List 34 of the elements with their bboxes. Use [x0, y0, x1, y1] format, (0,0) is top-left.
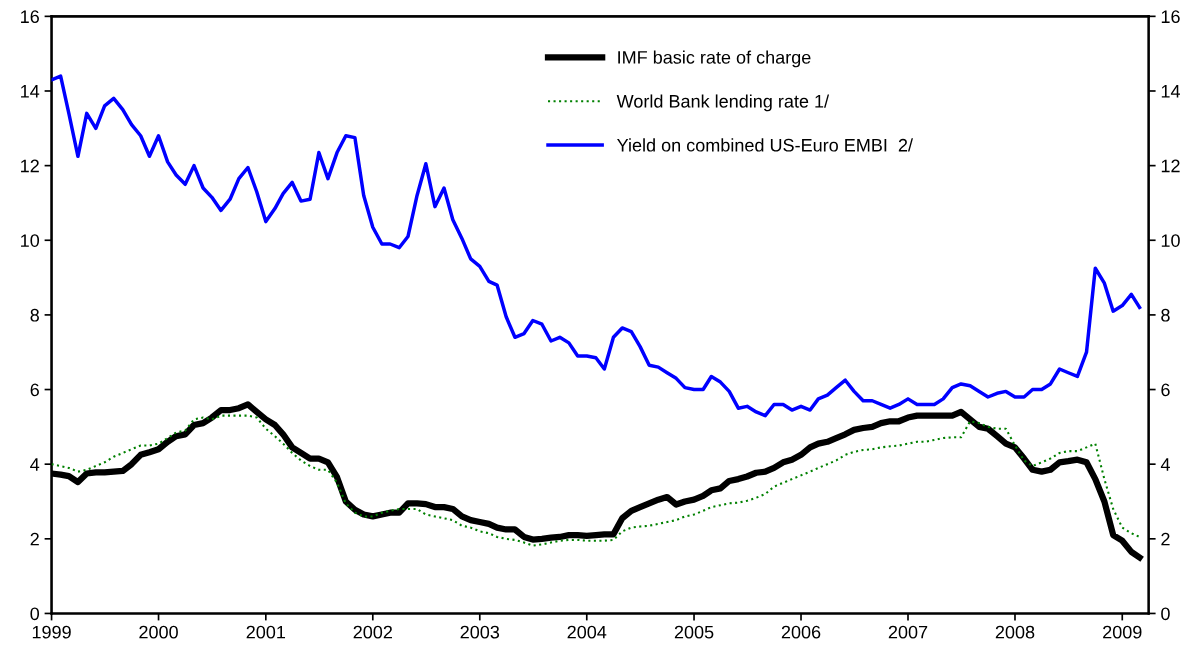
y-tick-label: 14	[21, 85, 40, 98]
y2-tick-label: 2	[1161, 532, 1170, 546]
y2-tick-label: 6	[1161, 383, 1170, 397]
legend-label: IMF basic rate of charge	[618, 50, 811, 68]
y2-tick-label: 0	[1161, 607, 1170, 621]
y2-tick-label: 16	[1161, 10, 1180, 24]
x-tick-label: 2006	[781, 625, 821, 639]
x-tick-label: 2000	[139, 625, 178, 639]
legend-label: Yield on combined US-Euro EMBI 2/	[617, 138, 913, 152]
y2-tick-label: 12	[1161, 159, 1180, 173]
y2-tick-label: 14	[1161, 85, 1180, 98]
x-tick-label: 2007	[888, 625, 928, 639]
y-tick-label: 16	[21, 10, 39, 24]
y-tick-label: 12	[21, 159, 39, 173]
y2-tick-label: 8	[1161, 308, 1170, 322]
y2-tick-label: 10	[1161, 234, 1180, 247]
x-tick-label: 2009	[1103, 625, 1142, 639]
x-tick-label: 2003	[460, 625, 500, 639]
x-tick-label: 2008	[995, 625, 1035, 639]
y-tick-label: 8	[30, 308, 39, 322]
y-tick-label: 4	[30, 458, 40, 471]
x-tick-label: 2001	[246, 625, 286, 639]
y-tick-label: 0	[30, 607, 40, 621]
x-tick-label: 2005	[674, 625, 714, 639]
x-tick-label: 2004	[567, 625, 607, 639]
y-tick-label: 10	[21, 234, 40, 247]
x-tick-label: 2002	[353, 625, 392, 639]
y-tick-label: 2	[30, 532, 39, 546]
y2-tick-label: 4	[1160, 458, 1170, 471]
line-series	[51, 74, 1142, 418]
y-tick-label: 6	[30, 383, 39, 397]
line-series	[51, 414, 1141, 547]
x-tick-label: 1999	[32, 625, 71, 639]
legend-label: World Bank lending rate 1/	[616, 94, 830, 112]
